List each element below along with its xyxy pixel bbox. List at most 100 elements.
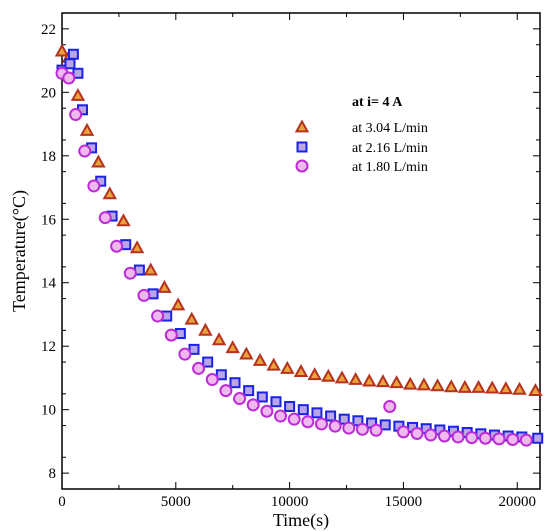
legend-label-2: at 2.16 L/min <box>352 141 428 156</box>
triangle-point <box>143 262 158 276</box>
circle-point <box>62 71 76 85</box>
y-tick-label: 8 <box>49 466 57 482</box>
circle-point <box>123 266 137 280</box>
triangle-point <box>430 378 445 392</box>
square-point <box>243 385 255 397</box>
circle-point <box>383 399 397 413</box>
legend-title: at i= 4 A <box>352 95 403 110</box>
circle-point <box>328 419 342 433</box>
square-point <box>229 377 241 389</box>
triangle-point <box>170 297 186 311</box>
circle-point <box>233 392 247 406</box>
triangle-point <box>444 379 459 393</box>
circle-point <box>314 417 328 431</box>
circle-point <box>110 239 124 253</box>
series-1 <box>54 43 543 397</box>
triangle-point <box>403 376 418 390</box>
y-tick-label: 20 <box>41 85 56 101</box>
square-point <box>67 48 79 60</box>
y-tick-label: 16 <box>41 212 57 228</box>
circle-point <box>151 309 165 323</box>
x-tick-label: 0 <box>58 494 66 510</box>
x-tick-label: 20000 <box>498 494 536 510</box>
triangle-point <box>157 279 172 293</box>
x-tick-label: 5000 <box>161 494 191 510</box>
triangle-point <box>512 381 527 395</box>
circle-point <box>424 428 438 442</box>
triangle-point <box>102 186 117 200</box>
triangle-point <box>375 374 391 388</box>
square-point <box>256 391 268 403</box>
triangle-point <box>116 213 131 227</box>
triangle-point <box>334 370 350 384</box>
x-axis-label: Time(s) <box>273 510 329 531</box>
x-tick-label: 10000 <box>271 494 309 510</box>
triangle-point <box>498 381 514 395</box>
legend-label-3: at 1.80 L/min <box>352 160 428 175</box>
circle-point <box>178 347 192 361</box>
square-point <box>325 410 337 422</box>
circle-point <box>192 361 206 375</box>
circle-point <box>342 421 356 435</box>
triangle-point <box>362 373 377 387</box>
square-point <box>64 58 76 70</box>
circle-point <box>492 432 506 446</box>
square-point <box>202 356 214 368</box>
triangle-point <box>307 367 322 381</box>
triangle-point <box>293 364 309 377</box>
data-markers <box>54 43 544 447</box>
legend-marker-3 <box>295 159 309 173</box>
y-axis-label: Temperature(°C) <box>9 190 30 312</box>
circle-point <box>478 431 492 445</box>
series-2 <box>56 48 544 444</box>
circle-point <box>164 328 178 342</box>
square-point <box>215 369 227 381</box>
legend: at i= 4 A at 3.04 L/min at 2.16 L/min at 1… <box>294 95 428 175</box>
circle-point <box>301 415 315 429</box>
y-tick-label: 10 <box>41 403 56 419</box>
triangle-point <box>79 122 95 136</box>
y-tick-label: 12 <box>41 339 56 355</box>
legend-marker-1 <box>294 119 310 133</box>
circle-point <box>396 425 410 439</box>
circle-point <box>506 432 520 446</box>
circle-point <box>87 179 101 193</box>
y-tick-label: 18 <box>41 149 56 165</box>
square-point <box>188 343 200 355</box>
circle-point <box>98 211 112 225</box>
triangle-point <box>485 380 500 394</box>
triangle-point <box>211 332 227 346</box>
x-tick-label: 15000 <box>385 494 423 510</box>
circle-point <box>69 108 83 122</box>
legend-label-1: at 3.04 L/min <box>352 121 428 136</box>
square-point <box>284 400 296 412</box>
triangle-point <box>280 360 295 374</box>
circle-point <box>260 404 274 418</box>
circle-point <box>451 430 465 444</box>
circle-point <box>246 398 260 412</box>
triangle-point <box>389 375 404 389</box>
plot-frame <box>61 12 541 490</box>
circle-point <box>369 423 383 437</box>
triangle-point <box>416 377 432 391</box>
circle-point <box>465 431 479 445</box>
circle-point <box>205 373 219 387</box>
square-point <box>311 407 323 419</box>
circle-point <box>519 433 533 447</box>
axis-ticks: 0 5000 10000 15000 20000 8 10 12 14 16 18 20 22 <box>41 12 540 510</box>
square-point <box>270 396 282 408</box>
legend-marker-2 <box>296 141 308 153</box>
square-point <box>532 432 544 444</box>
triangle-point <box>266 357 281 371</box>
triangle-point <box>471 379 486 393</box>
triangle-point <box>252 352 268 366</box>
series-3 <box>55 66 533 447</box>
circle-point <box>137 288 151 302</box>
triangle-point <box>321 368 336 382</box>
y-tick-label: 14 <box>41 276 57 292</box>
triangle-point <box>70 87 86 101</box>
circle-point <box>274 409 288 423</box>
triangle-point <box>91 154 106 168</box>
circle-point <box>410 426 424 440</box>
